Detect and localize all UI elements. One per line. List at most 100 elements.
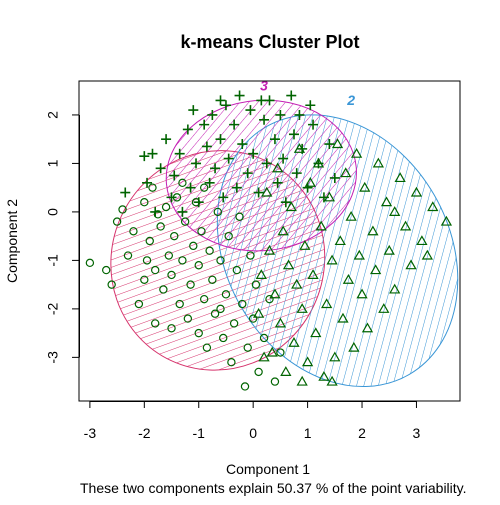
- point-cluster-3: [269, 134, 280, 145]
- point-cluster-2: [380, 196, 393, 207]
- point-cluster-2: [272, 162, 284, 173]
- point-cluster-2: [353, 249, 365, 260]
- point-cluster-3: [291, 168, 302, 179]
- point-cluster-1: [197, 227, 206, 236]
- x-tick-label: 0: [249, 425, 257, 441]
- point-cluster-3: [169, 170, 180, 181]
- point-cluster-1: [219, 333, 228, 343]
- point-cluster-1: [159, 285, 168, 294]
- point-cluster-3: [278, 153, 289, 164]
- data-points: [85, 90, 453, 391]
- point-cluster-3: [150, 206, 161, 217]
- point-cluster-3: [288, 129, 299, 140]
- point-cluster-1: [85, 258, 95, 268]
- point-cluster-1: [150, 319, 160, 328]
- cluster-label-3: 3: [260, 78, 268, 94]
- point-cluster-1: [221, 290, 231, 299]
- point-cluster-1: [161, 202, 171, 212]
- point-cluster-3: [305, 100, 316, 111]
- point-cluster-3: [218, 192, 229, 203]
- point-cluster-1: [229, 319, 239, 328]
- point-cluster-1: [129, 227, 138, 236]
- point-cluster-1: [232, 265, 242, 275]
- point-cluster-1: [199, 183, 209, 192]
- x-tick-label: 2: [358, 425, 366, 441]
- point-cluster-3: [253, 187, 264, 198]
- point-cluster-2: [348, 341, 360, 352]
- point-cluster-3: [329, 172, 340, 183]
- point-cluster-3: [199, 119, 210, 130]
- point-cluster-2: [334, 235, 346, 246]
- point-cluster-1: [189, 241, 198, 251]
- point-cluster-1: [107, 280, 116, 289]
- point-cluster-2: [288, 337, 300, 347]
- point-cluster-1: [205, 246, 214, 255]
- cluster-labels: 23: [260, 78, 355, 109]
- point-cluster-2: [340, 167, 352, 178]
- point-cluster-2: [321, 298, 333, 309]
- point-cluster-2: [255, 269, 267, 279]
- point-cluster-3: [147, 148, 158, 159]
- point-cluster-3: [188, 105, 199, 116]
- point-cluster-1: [210, 309, 220, 318]
- point-cluster-3: [272, 177, 283, 188]
- point-cluster-3: [261, 158, 272, 169]
- point-cluster-1: [251, 280, 261, 289]
- point-cluster-3: [215, 95, 226, 106]
- point-cluster-3: [245, 105, 256, 116]
- point-cluster-1: [178, 256, 187, 265]
- point-cluster-3: [155, 163, 166, 174]
- point-cluster-2: [389, 206, 401, 216]
- point-cluster-2: [416, 235, 428, 246]
- x-tick-label: 1: [304, 425, 312, 441]
- x-tick-label: -3: [84, 425, 97, 441]
- point-cluster-1: [186, 280, 195, 289]
- point-cluster-3: [204, 177, 215, 188]
- point-cluster-3: [234, 90, 245, 101]
- point-cluster-1: [170, 231, 179, 241]
- x-tick-label: -2: [138, 425, 151, 441]
- point-cluster-1: [238, 299, 247, 309]
- point-cluster-2: [370, 264, 382, 275]
- point-cluster-2: [277, 225, 289, 236]
- point-cluster-2: [266, 346, 278, 357]
- y-tick-label: -3: [45, 351, 61, 364]
- point-cluster-2: [345, 210, 357, 221]
- point-cluster-1: [224, 231, 233, 241]
- point-cluster-1: [178, 178, 187, 188]
- point-cluster-2: [421, 249, 433, 260]
- point-cluster-2: [291, 278, 303, 289]
- point-cluster-2: [315, 220, 327, 231]
- point-cluster-2: [372, 157, 384, 168]
- point-cluster-2: [301, 356, 314, 367]
- point-cluster-1: [246, 251, 255, 260]
- point-cluster-2: [296, 303, 308, 313]
- y-tick-label: 2: [45, 111, 61, 119]
- y-tick-label: 1: [45, 159, 61, 167]
- x-tick-label: 3: [413, 425, 421, 441]
- point-cluster-3: [229, 119, 240, 130]
- point-cluster-1: [140, 198, 149, 207]
- point-cluster-1: [216, 304, 225, 314]
- point-cluster-2: [269, 288, 281, 299]
- point-cluster-3: [207, 109, 218, 120]
- point-cluster-3: [286, 90, 297, 101]
- point-cluster-2: [299, 240, 311, 250]
- point-cluster-1: [213, 207, 222, 217]
- variability-caption: These two components explain 50.37 % of …: [80, 480, 467, 496]
- point-cluster-1: [167, 324, 176, 333]
- point-cluster-1: [156, 222, 165, 231]
- point-cluster-3: [191, 158, 202, 169]
- cluster-ellipse-3: [165, 99, 357, 252]
- point-cluster-1: [112, 217, 122, 226]
- point-cluster-1: [167, 270, 176, 280]
- point-cluster-2: [261, 186, 273, 197]
- point-cluster-3: [308, 119, 319, 130]
- point-cluster-3: [237, 139, 248, 150]
- point-cluster-2: [280, 366, 292, 376]
- point-cluster-3: [248, 148, 259, 159]
- point-cluster-1: [118, 205, 127, 214]
- point-cluster-1: [148, 183, 157, 192]
- point-cluster-1: [259, 333, 269, 343]
